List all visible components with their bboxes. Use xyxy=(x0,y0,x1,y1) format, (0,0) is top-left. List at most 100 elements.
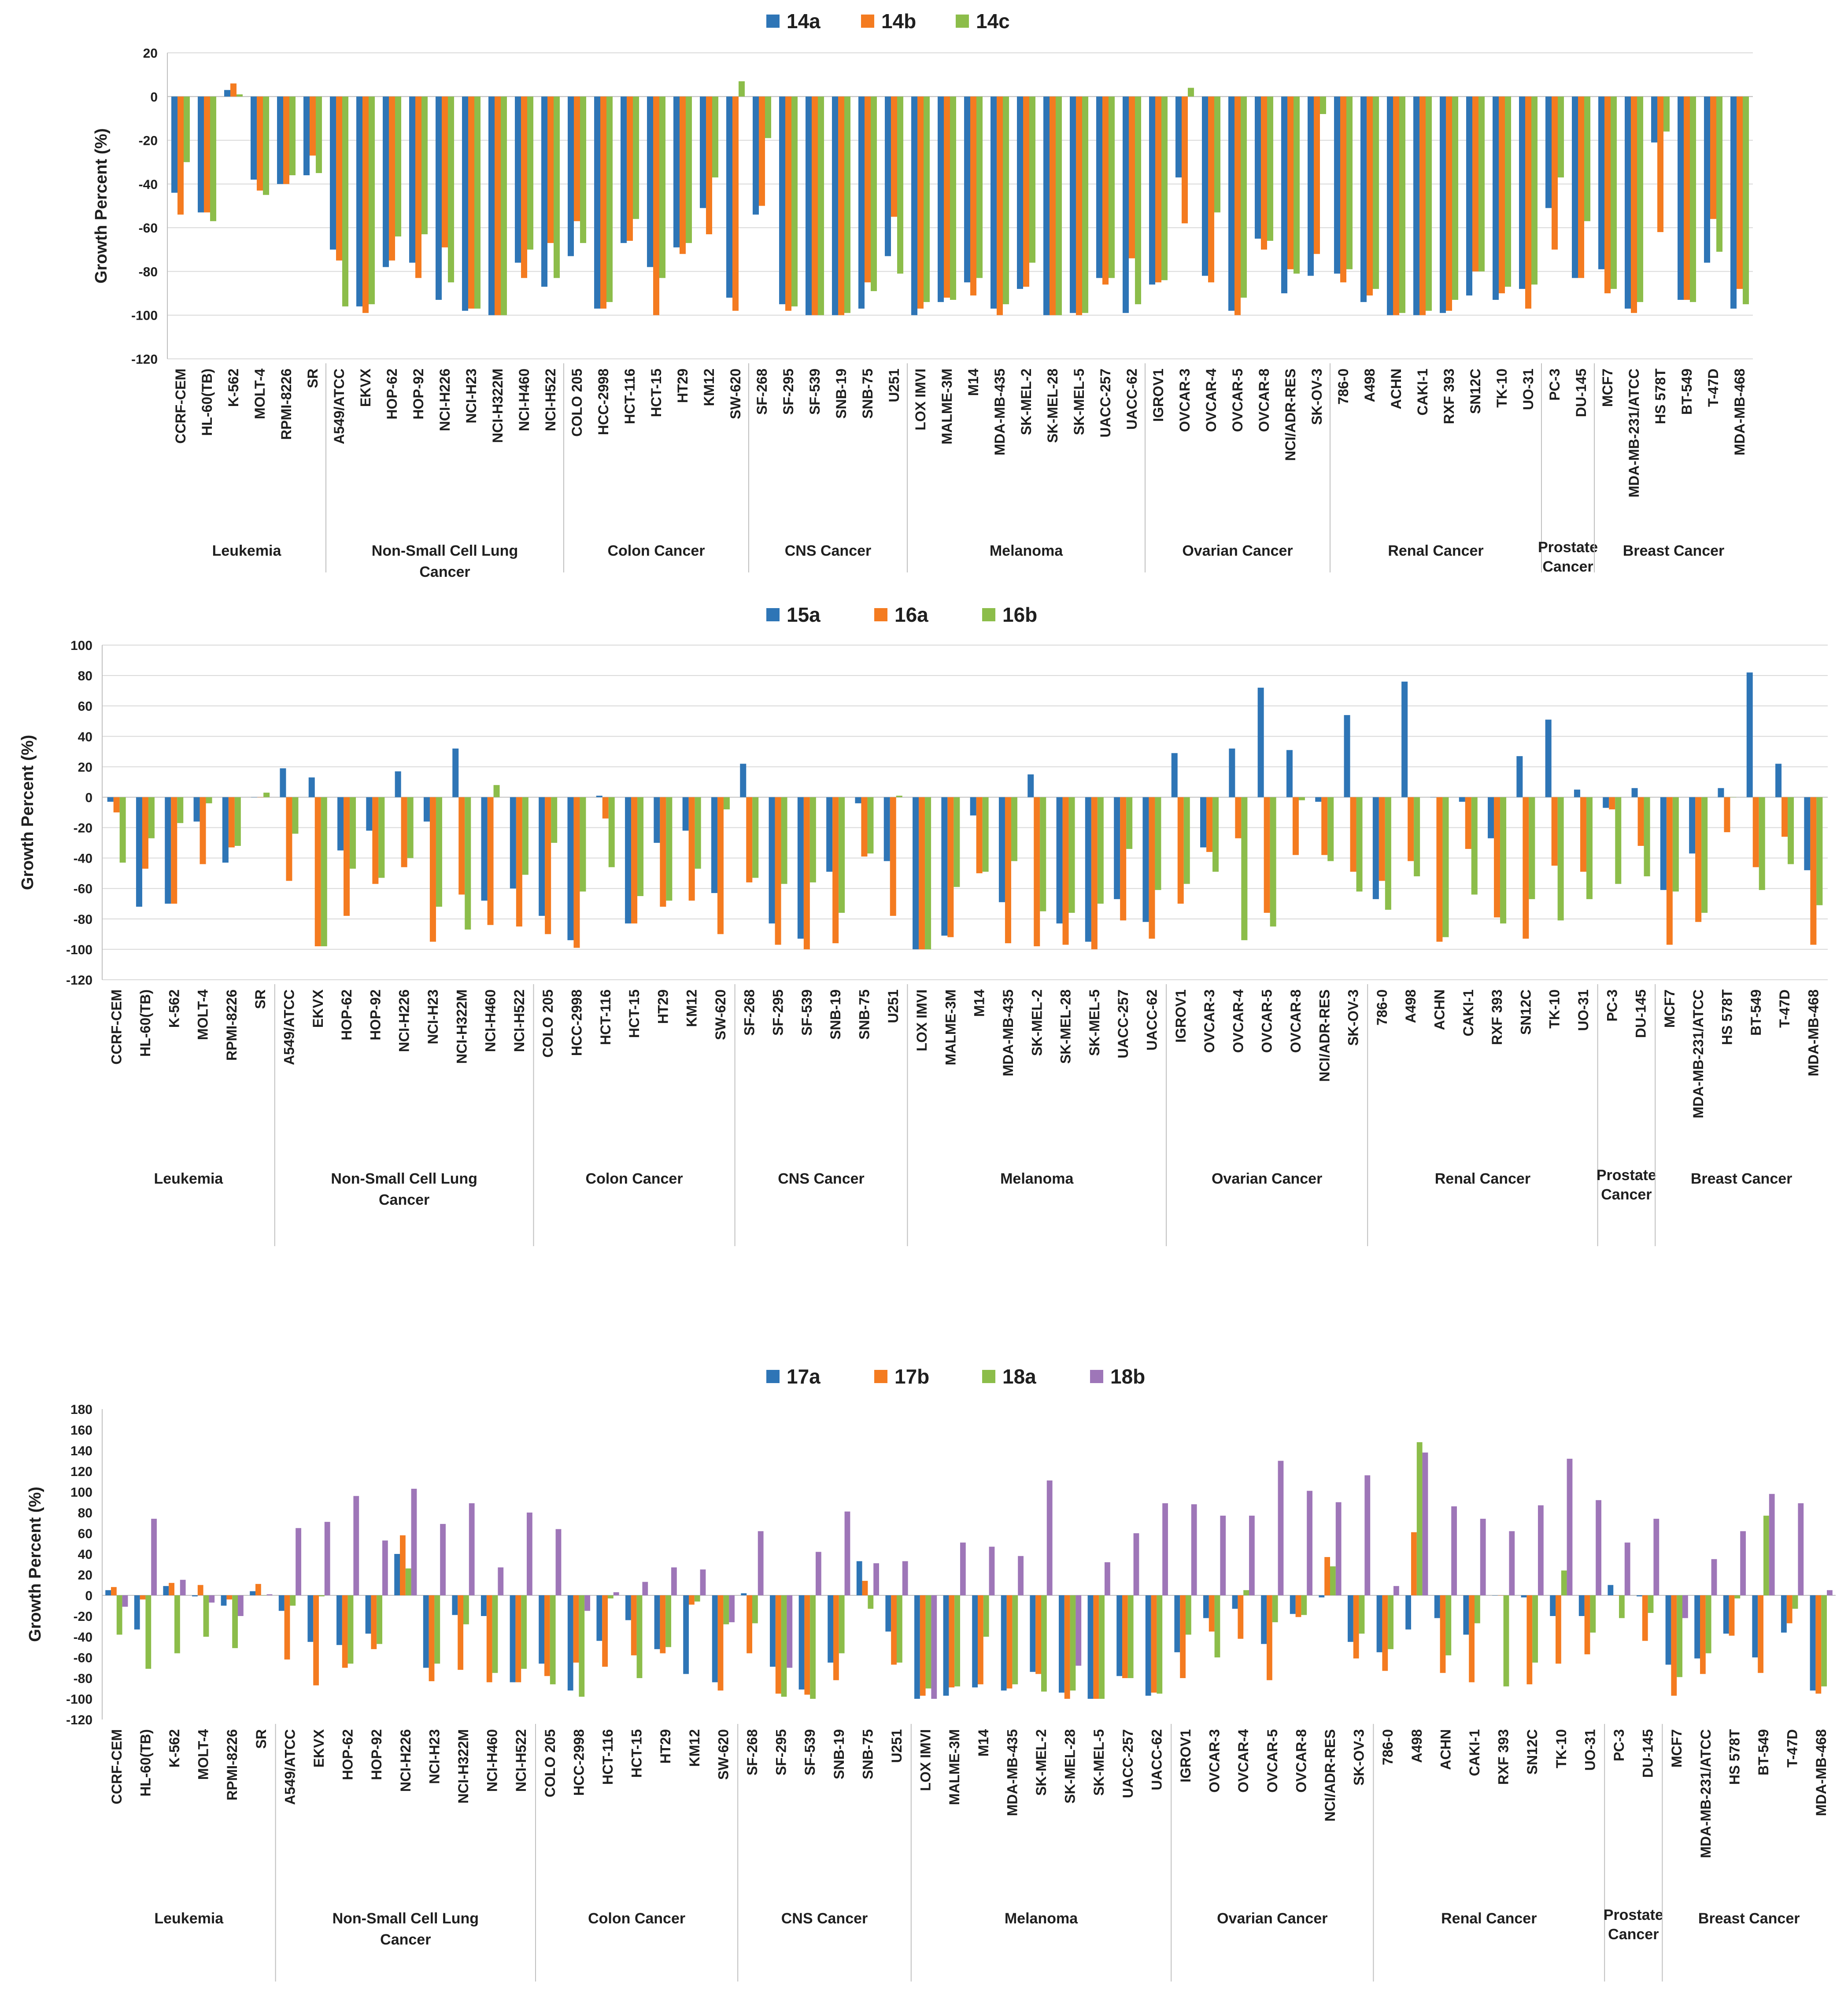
category-label: OVCAR-4 xyxy=(1203,369,1219,432)
bar-14a xyxy=(1096,96,1102,278)
category-label: MDA-MB-468 xyxy=(1732,369,1748,455)
bar-16b xyxy=(1356,797,1363,892)
category-label: PC-3 xyxy=(1547,369,1563,401)
bar-16b xyxy=(234,797,241,846)
category-label: LOX IMVI xyxy=(918,1729,934,1791)
bar-18b xyxy=(180,1579,186,1595)
bar-17a xyxy=(972,1595,978,1688)
y-tick-label: 120 xyxy=(70,1465,92,1479)
bar-16b xyxy=(522,797,529,875)
bar-16b xyxy=(1097,797,1104,904)
category-label: MALME-3M xyxy=(939,369,955,444)
category-label: COLO 205 xyxy=(542,1729,558,1797)
bar-16a xyxy=(1379,797,1385,881)
y-tick-label: 80 xyxy=(78,669,92,683)
bar-18a xyxy=(810,1595,816,1699)
bar-18a xyxy=(752,1595,758,1624)
bar-16b xyxy=(493,785,500,797)
bar-15a xyxy=(107,797,114,802)
bar-14a xyxy=(1281,96,1287,294)
bar-16a xyxy=(1034,797,1040,946)
bar-17a xyxy=(856,1561,862,1595)
bar-14c xyxy=(739,81,745,97)
category-label: SK-MEL-28 xyxy=(1062,1729,1078,1804)
bar-14a xyxy=(277,96,283,184)
bar-18b xyxy=(1162,1503,1168,1595)
bar-16a xyxy=(1637,797,1644,846)
bar-14c xyxy=(1373,96,1379,289)
bar-17b xyxy=(169,1583,174,1595)
bar-18b xyxy=(1798,1503,1804,1595)
bar-14b xyxy=(732,96,739,311)
category-label: HCT-15 xyxy=(629,1729,645,1778)
bar-16b xyxy=(809,797,816,882)
y-tick-label: -60 xyxy=(74,1651,92,1665)
category-label: SNB-19 xyxy=(833,369,849,419)
bar-15a xyxy=(1804,797,1811,871)
bar-17a xyxy=(1348,1595,1353,1642)
category-label: HOP-62 xyxy=(340,1729,356,1780)
bar-15a xyxy=(711,797,717,893)
bar-15a xyxy=(682,797,689,831)
category-label: SK-MEL-5 xyxy=(1071,369,1087,435)
bar-17a xyxy=(1492,1595,1498,1596)
bar-14a xyxy=(1730,96,1737,309)
group-label-line: Cancer xyxy=(1601,1186,1652,1203)
category-label: SR xyxy=(305,369,321,388)
bar-17b xyxy=(400,1535,406,1595)
y-tick-label: 100 xyxy=(70,1485,92,1500)
bar-16b xyxy=(1241,797,1248,941)
category-label: CCRF-CEM xyxy=(173,369,188,444)
category-label: RXF 393 xyxy=(1489,989,1505,1045)
group-label: Renal Cancer xyxy=(1435,1170,1530,1187)
bar-18a xyxy=(925,1595,931,1689)
category-label: HOP-92 xyxy=(367,989,383,1041)
category-label: HCT-15 xyxy=(648,369,664,417)
bar-14c xyxy=(1294,96,1300,274)
category-label: OVCAR-8 xyxy=(1293,1729,1309,1793)
y-axis-title: Growth Percent (%) xyxy=(92,128,111,284)
category-label: IGROV1 xyxy=(1173,989,1189,1043)
bar-17b xyxy=(747,1595,752,1653)
y-tick-label: 160 xyxy=(70,1423,92,1438)
category-label: UACC-62 xyxy=(1144,989,1160,1051)
group-label-line: Cancer xyxy=(1608,1926,1659,1943)
bar-16b xyxy=(1327,797,1334,861)
bar-14a xyxy=(1255,96,1261,239)
bar-17a xyxy=(1001,1595,1007,1691)
bar-14c xyxy=(1241,96,1247,298)
bar-15a xyxy=(1315,797,1322,802)
category-label: HCT-116 xyxy=(598,989,614,1045)
bar-14a xyxy=(858,96,865,309)
bar-18b xyxy=(1509,1531,1515,1595)
bar-17a xyxy=(1376,1595,1382,1653)
legend-swatch-16a xyxy=(874,608,887,621)
bar-17b xyxy=(1238,1595,1244,1639)
bar-16b xyxy=(1068,797,1075,913)
bar-14a xyxy=(1387,96,1393,315)
bar-14b xyxy=(495,96,501,315)
bar-16b xyxy=(637,797,644,896)
bar-18b xyxy=(353,1496,359,1595)
bar-14b xyxy=(1314,96,1320,254)
bar-14c xyxy=(316,96,322,173)
bar-18b xyxy=(1018,1556,1024,1595)
bar-17a xyxy=(770,1595,776,1667)
bar-16b xyxy=(1759,797,1765,890)
legend-label: 17a xyxy=(787,1365,821,1388)
category-label: SN12C xyxy=(1467,369,1483,414)
bar-14c xyxy=(712,96,718,177)
bar-14b xyxy=(812,96,818,315)
bar-14b xyxy=(362,96,369,313)
bar-17b xyxy=(1729,1595,1735,1636)
category-label: MCF7 xyxy=(1662,989,1678,1028)
bar-18b xyxy=(1653,1519,1660,1595)
category-label: MDA-MB-231/ATCC xyxy=(1626,369,1642,498)
bar-16a xyxy=(487,797,494,925)
bar-17a xyxy=(1261,1595,1267,1644)
bar-15a xyxy=(1171,753,1178,797)
legend-label: 16a xyxy=(894,603,928,626)
legend: 17a 17b 18a 18b xyxy=(766,1365,1145,1388)
bar-14c xyxy=(210,96,216,221)
bar-18b xyxy=(266,1594,273,1595)
